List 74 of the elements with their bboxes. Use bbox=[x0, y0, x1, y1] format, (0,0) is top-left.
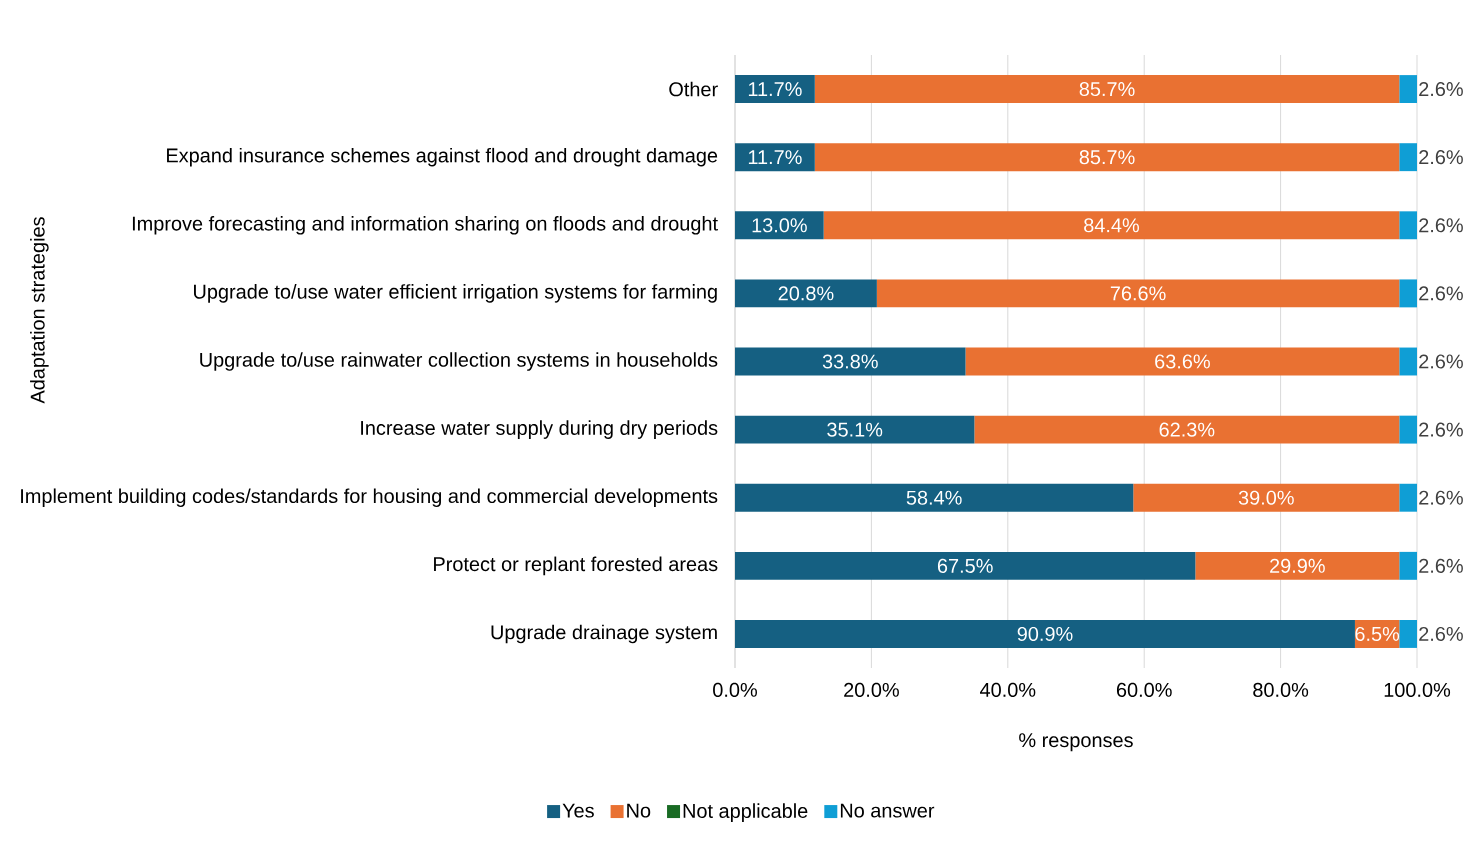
data-label: 13.0% bbox=[752, 218, 807, 233]
bar bbox=[1399, 415, 1418, 444]
bar bbox=[735, 143, 815, 172]
bar bbox=[1399, 211, 1418, 240]
data-label: 35.1% bbox=[827, 422, 883, 437]
legend-label: No answer bbox=[840, 803, 935, 818]
x-tick-label: 40.0% bbox=[980, 682, 1036, 697]
data-label: 2.6% bbox=[1419, 286, 1463, 301]
bar bbox=[1399, 483, 1418, 512]
x-tick-label: 20.0% bbox=[844, 682, 899, 697]
y-tick-label: Increase water supply during dry periods bbox=[361, 420, 718, 439]
bar bbox=[876, 279, 1400, 308]
data-label: 2.6% bbox=[1419, 558, 1463, 573]
bar bbox=[735, 75, 815, 104]
data-label: 33.8% bbox=[822, 354, 878, 369]
bar bbox=[1399, 619, 1418, 648]
data-label: 29.9% bbox=[1270, 558, 1325, 573]
data-label: 85.7% bbox=[1079, 82, 1135, 97]
data-label: 2.6% bbox=[1419, 422, 1463, 437]
bar bbox=[735, 279, 877, 308]
y-tick-label: Protect or replant forested areas bbox=[434, 556, 718, 576]
y-tick-label: Implement building codes/standards for housing and commercial developments bbox=[21, 488, 718, 508]
bar bbox=[823, 211, 1400, 240]
bar bbox=[1133, 483, 1400, 512]
bar bbox=[1399, 279, 1418, 308]
legend-label: Yes bbox=[562, 803, 594, 818]
bar bbox=[974, 415, 1400, 444]
bar bbox=[1399, 143, 1418, 172]
data-label: 84.4% bbox=[1084, 218, 1139, 233]
bar bbox=[735, 619, 1355, 648]
data-label: 11.7% bbox=[748, 82, 802, 97]
bar bbox=[735, 211, 824, 240]
x-tick-label: 0.0% bbox=[713, 682, 757, 697]
y-tick-label: Upgrade drainage system bbox=[491, 624, 717, 644]
y-axis-title: Adaptation strategies bbox=[30, 217, 49, 404]
data-label: 90.9% bbox=[1017, 626, 1073, 641]
bar bbox=[1195, 551, 1400, 580]
x-tick-label: 100.0% bbox=[1384, 682, 1451, 697]
x-tick-label: 80.0% bbox=[1253, 682, 1309, 697]
data-label: 39.0% bbox=[1238, 490, 1294, 505]
data-label: 62.3% bbox=[1159, 422, 1215, 437]
bar bbox=[814, 75, 1400, 104]
bar bbox=[1399, 75, 1418, 104]
y-tick-label: Other bbox=[669, 81, 718, 97]
y-tick-label: Expand insurance schemes against flood and drought damage bbox=[167, 147, 718, 167]
bar bbox=[735, 415, 975, 444]
data-label: 2.6% bbox=[1419, 626, 1463, 641]
data-label: 58.4% bbox=[906, 490, 962, 505]
bar bbox=[1399, 347, 1418, 376]
data-label: 2.6% bbox=[1419, 354, 1463, 369]
bar bbox=[1399, 551, 1418, 580]
bar bbox=[735, 347, 966, 376]
data-label: 76.6% bbox=[1110, 286, 1166, 301]
data-label: 2.6% bbox=[1419, 490, 1463, 505]
data-label: 85.7% bbox=[1079, 150, 1135, 165]
data-label: 2.6% bbox=[1419, 150, 1463, 165]
data-label: 2.6% bbox=[1419, 218, 1463, 233]
data-label: 6.5% bbox=[1355, 626, 1400, 641]
data-label: 67.5% bbox=[937, 558, 993, 573]
y-tick-label: Upgrade to/use water efficient irrigation systems for farming bbox=[194, 284, 717, 303]
data-label: 2.6% bbox=[1419, 82, 1463, 97]
y-tick-label: Improve forecasting and information sharing on floods and drought bbox=[132, 216, 718, 235]
bar bbox=[814, 143, 1400, 172]
legend-label: Not applicable bbox=[683, 803, 808, 822]
data-label: 20.8% bbox=[778, 286, 834, 301]
data-label: 63.6% bbox=[1155, 354, 1210, 369]
bar bbox=[735, 551, 1196, 580]
bar bbox=[735, 483, 1134, 512]
y-tick-label: Upgrade to/use rainwater collection systems in households bbox=[200, 352, 718, 371]
x-axis-title: % responses bbox=[1019, 733, 1133, 752]
x-tick-label: 60.0% bbox=[1116, 682, 1172, 697]
bar bbox=[965, 347, 1400, 376]
data-label: 11.7% bbox=[748, 150, 802, 165]
legend-label: No bbox=[627, 803, 651, 818]
